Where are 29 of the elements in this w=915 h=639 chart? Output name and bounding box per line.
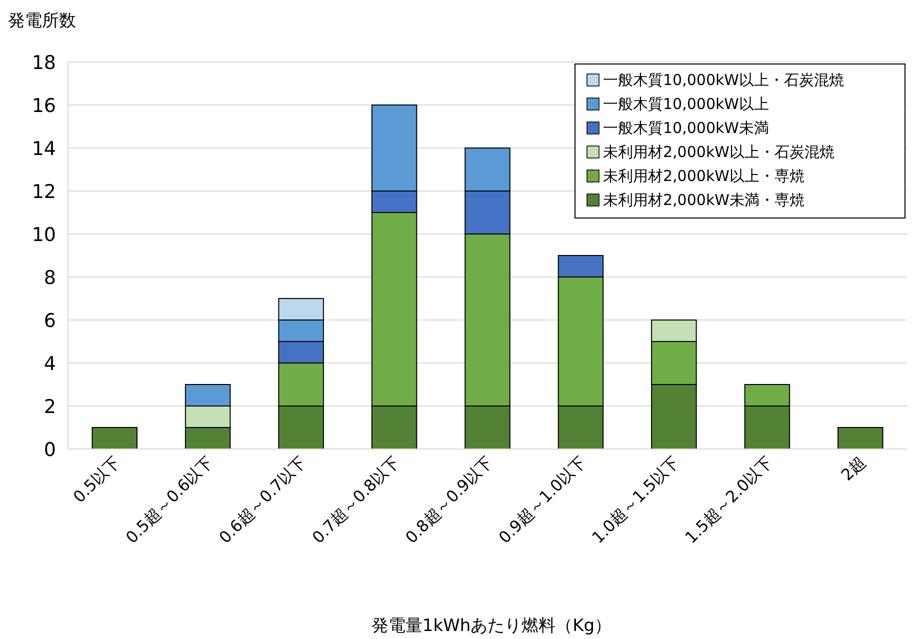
x-tick-label: 0.6超～0.7以下	[215, 452, 310, 548]
legend-label: 一般木質10,000kW以上	[603, 95, 770, 113]
x-tick-label: 0.5超～0.6以下	[122, 452, 217, 548]
bar	[838, 427, 884, 450]
y-tick-label: 10	[32, 224, 56, 246]
x-tick-label: 0.5以下	[69, 452, 124, 506]
y-tick-label: 4	[44, 353, 56, 375]
x-tick-label: 1.5超～2.0以下	[681, 452, 776, 548]
y-tick-label: 8	[44, 267, 56, 289]
legend-label: 未利用材2,000kW以上・専焼	[603, 167, 804, 185]
y-tick-label: 0	[44, 439, 56, 461]
x-tick-label: 1.0超～1.5以下	[588, 452, 683, 548]
y-tick-label: 16	[32, 95, 56, 117]
bar	[92, 427, 138, 450]
y-tick-label: 18	[32, 52, 56, 74]
x-axis-title: 発電量1kWhあたり燃料（Kg）	[371, 616, 612, 636]
y-tick-label: 14	[32, 138, 56, 160]
y-tick-label: 12	[32, 181, 56, 203]
legend-label: 未利用材2,000kW未満・専焼	[603, 191, 804, 209]
legend-label: 未利用材2,000kW以上・石炭混焼	[603, 143, 834, 161]
y-tick-label: 2	[44, 396, 56, 418]
x-tick-label: 0.9超～1.0以下	[494, 452, 590, 548]
x-tick-label: 0.7超～0.8以下	[308, 452, 404, 548]
legend-label: 一般木質10,000kW以上・石炭混焼	[603, 71, 844, 89]
y-tick-label: 6	[44, 310, 56, 332]
x-tick-label: 2超	[837, 452, 870, 484]
x-tick-label: 0.8超～0.9以下	[402, 452, 496, 548]
legend-label: 一般木質10,000kW未満	[603, 119, 770, 137]
y-axis-title: 発電所数	[8, 11, 76, 31]
